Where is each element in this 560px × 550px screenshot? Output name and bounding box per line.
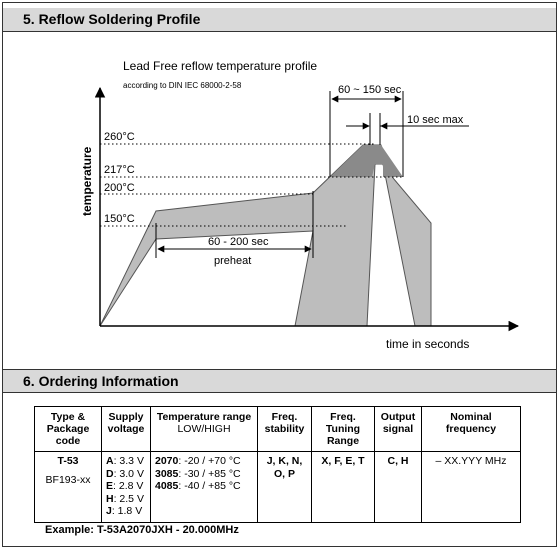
reflow-profile-diagram: Lead Free reflow temperature profile acc… <box>80 59 520 351</box>
table-row: T-53 BF193-xx A: 3.3 V D: 3.0 V E: 2.8 V… <box>34 451 521 523</box>
temp-label-150: 150°C <box>104 213 135 225</box>
header-freq-stability: Freq. stability <box>257 406 312 452</box>
header-temperature-range: Temperature range LOW/HIGH <box>150 406 258 452</box>
header-supply-voltage: Supply voltage <box>101 406 151 452</box>
section-title-ordering: 6. Ordering Information <box>23 373 179 389</box>
cell-output-signal: C, H <box>374 451 422 523</box>
cell-type-package: T-53 BF193-xx <box>34 451 102 523</box>
y-axis-label: temperature <box>80 146 94 216</box>
header-nominal-frequency: Nominal frequency <box>421 406 521 452</box>
diagram-subtitle: according to DIN IEC 68000-2-58 <box>123 81 242 90</box>
section-header-reflow: 5. Reflow Soldering Profile <box>3 8 556 32</box>
type-code: T-53 <box>57 455 79 467</box>
section-title-reflow: 5. Reflow Soldering Profile <box>23 11 201 27</box>
example-order-code: Example: T-53A2070JXH - 20.000MHz <box>45 524 239 536</box>
temp-label-217: 217°C <box>104 164 135 176</box>
header-type-package: Type & Package code <box>34 406 102 452</box>
above-217-zone <box>330 145 403 177</box>
ordering-table: Type & Package code Supply voltage Tempe… <box>34 406 521 523</box>
header-output-signal: Output signal <box>374 406 422 452</box>
preheat-label: preheat <box>214 255 251 267</box>
header-freq-tuning-range: Freq. Tuning Range <box>311 406 375 452</box>
table-header-row: Type & Package code Supply voltage Tempe… <box>34 406 521 452</box>
preheat-time-label: 60 - 200 sec <box>208 236 269 248</box>
temp-label-200: 200°C <box>104 182 135 194</box>
cell-freq-tuning-range: X, F, E, T <box>311 451 375 523</box>
x-axis-label: time in seconds <box>386 337 469 351</box>
cell-supply-voltage: A: 3.3 V D: 3.0 V E: 2.8 V H: 2.5 V J: 1… <box>101 451 151 523</box>
peak-label: 10 sec max <box>407 114 464 126</box>
window-label: 60 ~ 150 sec <box>338 84 402 96</box>
temp-label-260: 260°C <box>104 131 135 143</box>
cell-nominal-frequency: – XX.YYY MHz <box>421 451 521 523</box>
package-code: BF193-xx <box>45 473 91 486</box>
diagram-title: Lead Free reflow temperature profile <box>123 59 317 73</box>
cell-temperature-range: 2070: -20 / +70 °C 3085: -30 / +85 °C 40… <box>150 451 258 523</box>
cell-freq-stability: J, K, N, O, P <box>257 451 312 523</box>
section-header-ordering: 6. Ordering Information <box>3 369 556 393</box>
